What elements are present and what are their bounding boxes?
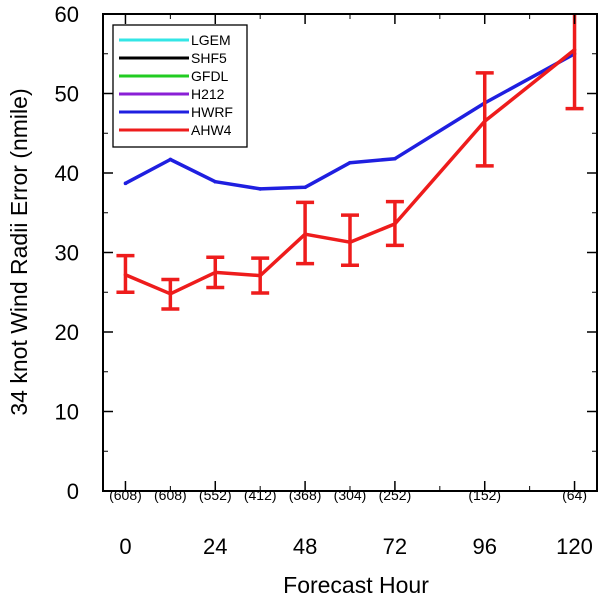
plot-area	[116, 14, 584, 311]
sample-count-label: (64)	[562, 487, 587, 503]
y-tick-label: 40	[55, 161, 79, 186]
data-point-hwrf	[168, 157, 173, 162]
legend-label-hwrf: HWRF	[191, 104, 233, 120]
sample-count-label: (608)	[154, 487, 187, 503]
x-axis-title: Forecast Hour	[283, 572, 429, 598]
data-point-hwrf	[123, 181, 128, 186]
axes: 0 10 20 30 40 50 60 0 24 48 72 96 120	[55, 2, 597, 559]
data-point-hwrf	[213, 179, 218, 184]
x-tick-label: 96	[472, 534, 496, 559]
sample-count-label: (304)	[334, 487, 367, 503]
y-tick-label: 60	[55, 2, 79, 27]
data-point-hwrf	[393, 156, 397, 161]
sample-counts: (608) (608) (552) (412) (368) (304) (252) (152)…	[109, 487, 587, 503]
sample-count-label: (368)	[289, 487, 322, 503]
legend-label-shf5: SHF5	[191, 50, 227, 66]
legend-label-gfdl: GFDL	[191, 68, 229, 84]
sample-count-label: (252)	[379, 487, 412, 503]
y-tick-label: 0	[67, 479, 79, 504]
y-tick-label: 50	[55, 82, 79, 107]
y-tick-label: 10	[55, 400, 79, 425]
x-tick-label: 0	[119, 534, 131, 559]
sample-count-label: (152)	[468, 487, 501, 503]
x-tick-label: 24	[203, 534, 227, 559]
y-tick-label: 20	[55, 320, 79, 345]
y-axis-title: 34 knot Wind Radii Error (nmile)	[6, 88, 32, 415]
data-point-hwrf	[258, 187, 262, 191]
x-tick-label: 48	[293, 534, 317, 559]
legend-label-lgem: LGEM	[191, 32, 231, 48]
legend-label-ahw4: AHW4	[191, 122, 232, 138]
y-tick-label: 30	[55, 241, 79, 266]
legend-label-h212: H212	[191, 86, 225, 102]
sample-count-label: (552)	[199, 487, 232, 503]
legend: LGEM SHF5 GFDL H212 HWRF AHW4	[112, 24, 248, 148]
sample-count-label: (412)	[244, 487, 277, 503]
data-point-hwrf	[303, 185, 307, 190]
sample-count-label: (608)	[109, 487, 142, 503]
data-point-hwrf	[348, 160, 352, 165]
legend-box	[112, 24, 248, 148]
x-tick-label: 72	[383, 534, 407, 559]
x-tick-label: 120	[556, 534, 593, 559]
